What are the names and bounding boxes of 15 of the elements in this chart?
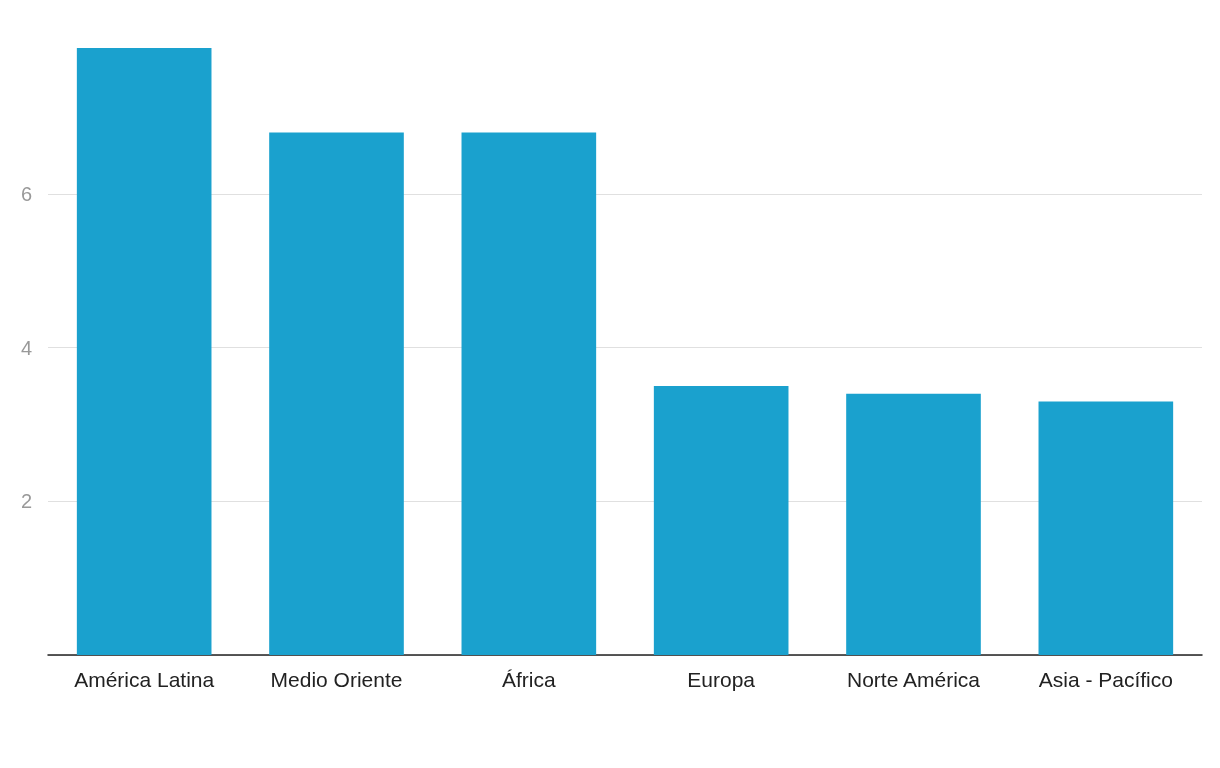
bar	[653, 386, 789, 655]
y-tick-label: 4	[20, 336, 32, 359]
x-tick-label: Europa	[687, 668, 756, 691]
x-tick-label: Asia - Pacífico	[1038, 668, 1173, 691]
x-tick-label: América Latina	[74, 668, 215, 691]
bar	[846, 393, 981, 655]
x-tick-label: Norte América	[846, 668, 981, 691]
bar	[269, 132, 404, 655]
x-tick-label: África	[501, 668, 556, 691]
bar	[76, 48, 212, 655]
y-tick-label: 6	[20, 182, 32, 205]
y-tick-label: 2	[20, 490, 32, 513]
bar	[461, 132, 597, 655]
bar	[1038, 401, 1174, 655]
x-tick-label: Medio Oriente	[270, 668, 403, 691]
